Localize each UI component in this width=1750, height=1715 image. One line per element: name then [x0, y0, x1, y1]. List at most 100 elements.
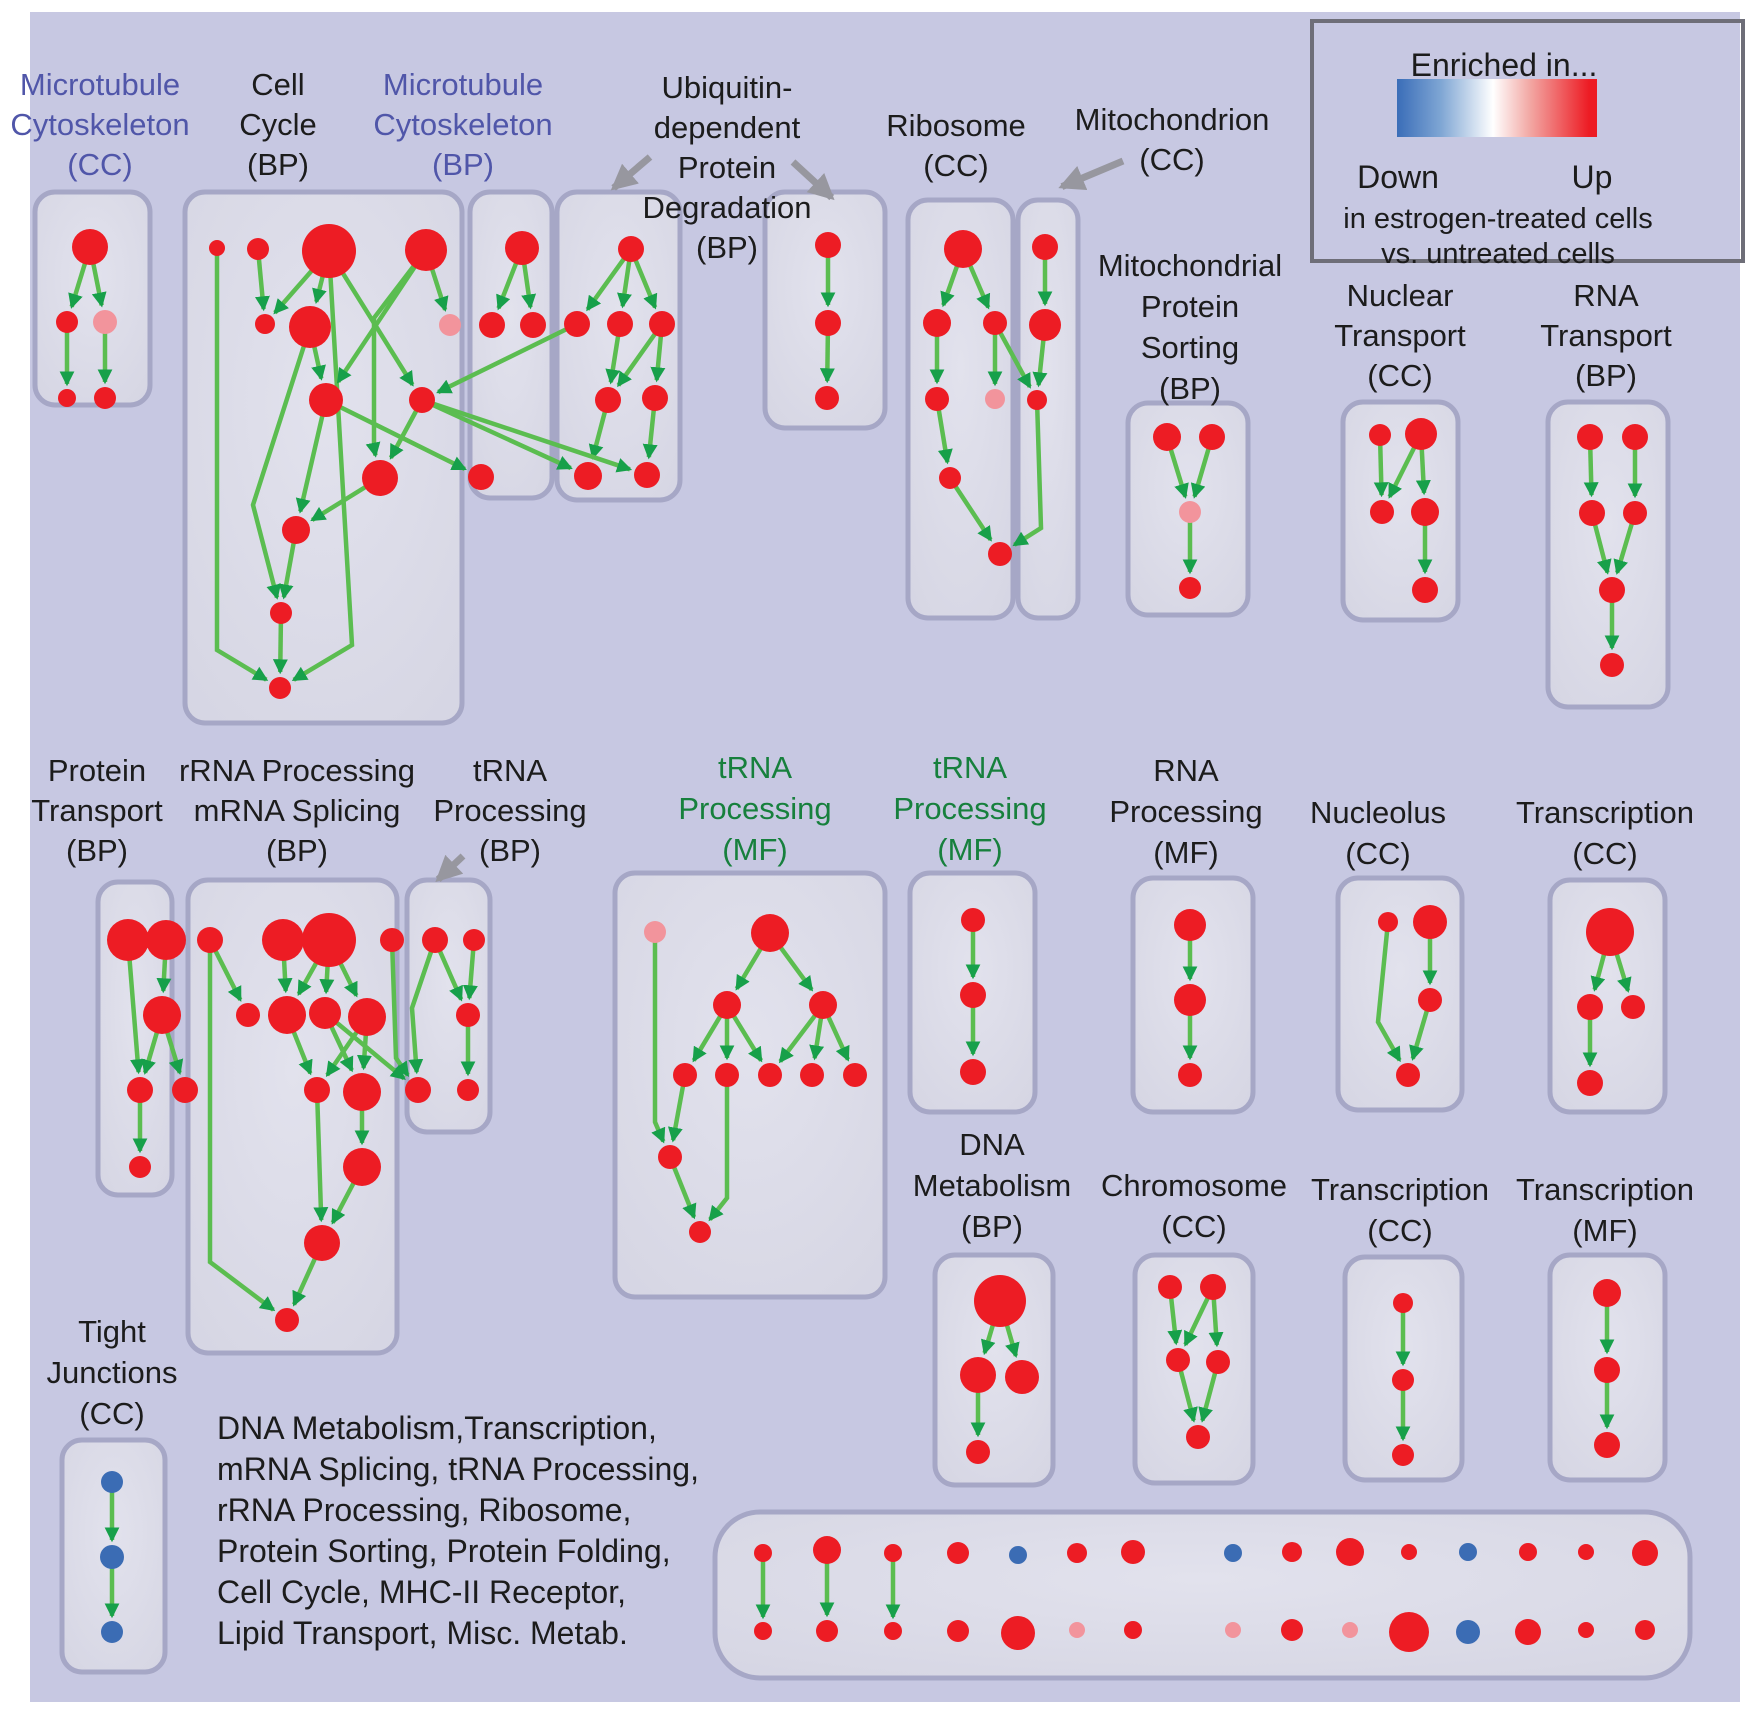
node-s1 — [1199, 424, 1225, 450]
mitochondrial-protein-sorting-bp-label-line: Protein — [1141, 289, 1239, 324]
node-w0 — [1032, 234, 1058, 260]
node-tj1 — [100, 1545, 124, 1569]
node-z1 — [1577, 994, 1603, 1020]
edge-c2-c12 — [291, 250, 355, 682]
node-bt6 — [1121, 1540, 1145, 1564]
node-g5 — [268, 996, 306, 1034]
node-c12 — [269, 677, 291, 699]
node-bt3 — [947, 1542, 969, 1564]
node-v1 — [815, 310, 841, 336]
mitochondrion-arrow — [1058, 157, 1125, 191]
node-v0 — [815, 232, 841, 258]
trna-processing-mf-2-label-line: (MF) — [937, 832, 1002, 867]
node-d1 — [960, 1357, 996, 1393]
protein-transport-bp-label-line: (BP) — [66, 833, 128, 868]
node-bb2 — [884, 1622, 902, 1640]
node-r3 — [925, 387, 949, 411]
node-p3 — [127, 1077, 153, 1103]
transcription-cc-row2-box — [1547, 877, 1668, 1115]
node-bb6 — [1124, 1621, 1142, 1639]
rna-transport-bp-label-line: Transport — [1540, 318, 1672, 353]
node-l0 — [1174, 909, 1206, 941]
legend-context-line1: in estrogen-treated cells — [1343, 203, 1653, 235]
node-bb11 — [1456, 1620, 1480, 1644]
node-k1 — [960, 982, 986, 1008]
rna-processing-mf-label-line: Processing — [1109, 794, 1262, 829]
trna-processing-mf-1-label-line: tRNA — [718, 750, 792, 785]
node-c6 — [309, 383, 343, 417]
trna-processing-mf-2-label-line: Processing — [893, 791, 1046, 826]
rna-transport-bp-label-line: (BP) — [1575, 358, 1637, 393]
node-bb10 — [1389, 1612, 1429, 1652]
nucleolus-cc-label-line: Nucleolus — [1310, 795, 1446, 830]
node-o0 — [1378, 912, 1398, 932]
rrna-processing-mrna-splicing-bp-label-line: rRNA Processing — [179, 753, 415, 788]
transcription-cc-row3-box — [1342, 1254, 1465, 1483]
node-g7 — [348, 998, 386, 1036]
edge-g6-j3 — [323, 1011, 406, 1081]
mitochondrial-protein-sorting-bp-label-line: Mitochondrial — [1098, 248, 1282, 283]
tight-junctions-cc-label-line: Junctions — [47, 1355, 178, 1390]
legend-down-label: Down — [1357, 159, 1439, 195]
dna-metabolism-bp-label-line: DNA — [959, 1127, 1025, 1162]
ubiquitin-arrow-left — [610, 154, 653, 191]
microtubule-cytoskeleton-bp-label-line: (BP) — [432, 147, 494, 182]
rrna-processing-mrna-splicing-bp-label-line: mRNA Splicing — [194, 793, 401, 828]
node-c3 — [405, 229, 447, 271]
rna-transport-bp-label-line: RNA — [1573, 278, 1639, 313]
node-t4 — [1412, 577, 1438, 603]
trna-processing-mf-2-label-line: tRNA — [933, 750, 1007, 785]
misc-cluster-text: DNA Metabolism,Transcription, mRNA Splic… — [217, 1408, 699, 1654]
node-bt1 — [813, 1536, 841, 1564]
edge-w2-r6 — [1012, 399, 1044, 547]
node-k2 — [960, 1059, 986, 1085]
edge-c5-c11 — [250, 326, 313, 600]
node-bb12 — [1515, 1619, 1541, 1645]
node-s3 — [1179, 577, 1201, 599]
node-h9 — [658, 1145, 682, 1169]
node-h2 — [713, 991, 741, 1019]
node-c4 — [255, 314, 275, 334]
node-s2 — [1179, 501, 1201, 523]
nuclear-transport-cc-label-line: Nuclear — [1347, 278, 1454, 313]
node-bb9 — [1342, 1622, 1358, 1638]
node-bt9 — [1336, 1538, 1364, 1566]
legend-gradient-bar — [1397, 79, 1597, 137]
node-e0 — [1593, 1279, 1621, 1307]
node-k0 — [961, 908, 985, 932]
edge-g0-g12 — [207, 940, 276, 1312]
microtubule-cytoskeleton-cc-label-line: Microtubule — [20, 67, 180, 102]
node-z2 — [1621, 995, 1645, 1019]
ubiquitin-degradation-left-label-line: Protein — [678, 150, 776, 185]
ubiquitin-degradation-left-label-line: dependent — [654, 110, 801, 145]
node-g10 — [343, 1148, 381, 1186]
node-r2 — [983, 311, 1007, 335]
transcription-cc-row3-label-line: Transcription — [1311, 1172, 1489, 1207]
edge-h5-h10 — [708, 1075, 730, 1222]
trna-processing-bp-label-line: Processing — [433, 793, 586, 828]
node-h0 — [644, 921, 666, 943]
edge-h0-h9 — [651, 932, 666, 1144]
edge-c0-c12 — [214, 248, 269, 682]
node-d3 — [966, 1440, 990, 1464]
node-x2 — [1166, 1348, 1190, 1372]
node-x4 — [1186, 1425, 1210, 1449]
rrna-processing-mrna-splicing-bp-label-line: (BP) — [266, 833, 328, 868]
node-r4 — [985, 389, 1005, 409]
node-h8 — [843, 1063, 867, 1087]
chromosome-cc-label-line: Chromosome — [1101, 1168, 1287, 1203]
node-h4 — [673, 1063, 697, 1087]
node-c8 — [409, 387, 435, 413]
dna-metabolism-bp-label-line: (BP) — [961, 1209, 1023, 1244]
node-bt5 — [1067, 1543, 1087, 1563]
nuclear-transport-cc-label-line: (CC) — [1367, 358, 1432, 393]
node-c0 — [209, 240, 225, 256]
node-bt13 — [1578, 1544, 1594, 1560]
microtubule-cytoskeleton-bp-label-line: Cytoskeleton — [373, 107, 552, 142]
mitochondrial-protein-sorting-bp-label-line: Sorting — [1141, 330, 1239, 365]
node-r6 — [988, 542, 1012, 566]
dna-metabolism-bp-label-line: Metabolism — [913, 1168, 1072, 1203]
edge-r2-w2 — [993, 321, 1032, 389]
node-o2 — [1418, 988, 1442, 1012]
